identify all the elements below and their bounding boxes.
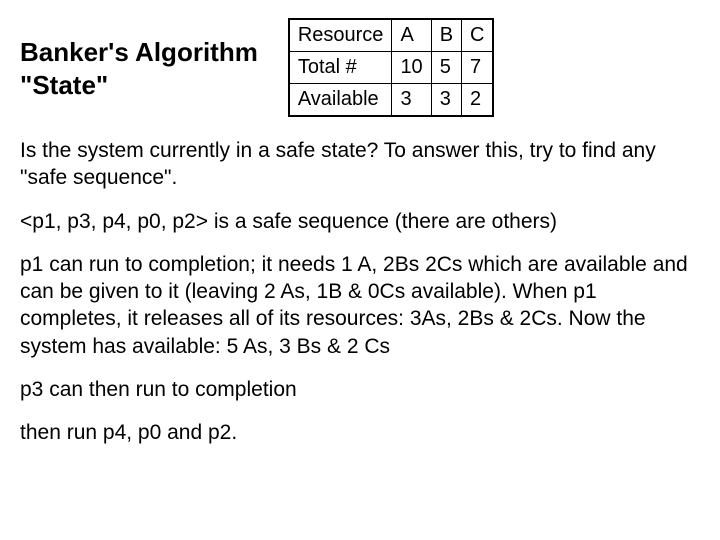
cell-col-a: A (392, 19, 431, 52)
cell-resource-label: Resource (289, 19, 392, 52)
cell-total-b: 5 (431, 52, 461, 84)
title-line-1: Banker's Algorithm (20, 37, 258, 67)
header-row: Banker's Algorithm "State" Resource A B … (20, 18, 700, 117)
cell-total-a: 10 (392, 52, 431, 84)
resource-table-block: Resource A B C Total # 10 5 7 Available … (288, 18, 495, 117)
paragraph-explain-p3: p3 can then run to completion (20, 376, 700, 403)
cell-available-c: 2 (462, 84, 494, 117)
cell-available-b: 3 (431, 84, 461, 117)
cell-total-c: 7 (462, 52, 494, 84)
title-line-2: "State" (20, 70, 108, 100)
title-block: Banker's Algorithm "State" (20, 18, 258, 101)
cell-col-c: C (462, 19, 494, 52)
slide-title: Banker's Algorithm "State" (20, 36, 258, 101)
paragraph-explain-rest: then run p4, p0 and p2. (20, 419, 700, 446)
table-row: Total # 10 5 7 (289, 52, 494, 84)
paragraph-sequence: <p1, p3, p4, p0, p2> is a safe sequence … (20, 208, 700, 235)
cell-total-label: Total # (289, 52, 392, 84)
paragraph-explain-p1: p1 can run to completion; it needs 1 A, … (20, 251, 700, 360)
cell-col-b: B (431, 19, 461, 52)
cell-available-a: 3 (392, 84, 431, 117)
paragraph-question: Is the system currently in a safe state?… (20, 137, 700, 192)
table-row: Available 3 3 2 (289, 84, 494, 117)
table-row: Resource A B C (289, 19, 494, 52)
resource-table: Resource A B C Total # 10 5 7 Available … (288, 18, 495, 117)
cell-available-label: Available (289, 84, 392, 117)
